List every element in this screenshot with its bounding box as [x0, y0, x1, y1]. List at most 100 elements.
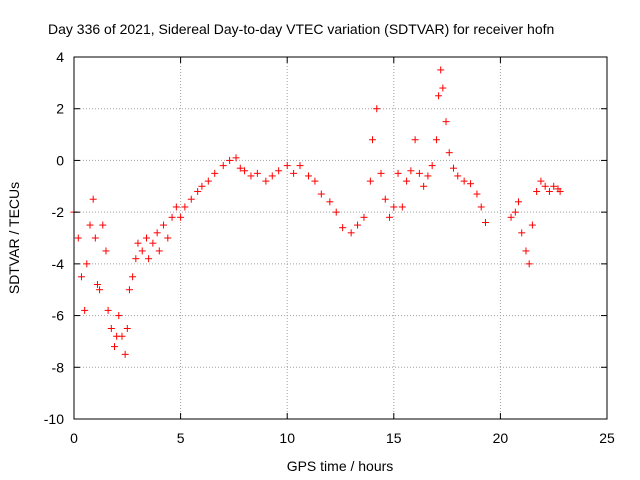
data-point — [138, 247, 146, 255]
y-tick-label: 0 — [56, 152, 64, 168]
data-point — [155, 247, 163, 255]
data-point — [247, 172, 255, 180]
x-tick-label: 15 — [386, 430, 402, 446]
data-point — [86, 221, 94, 229]
data-point — [477, 203, 485, 211]
x-tick-label: 10 — [279, 430, 295, 446]
data-point — [377, 169, 385, 177]
data-point — [153, 229, 161, 237]
data-point — [411, 136, 419, 144]
data-point — [386, 213, 394, 221]
data-point — [219, 162, 227, 170]
data-point — [81, 306, 89, 314]
data-point — [111, 343, 119, 351]
data-point — [449, 164, 457, 172]
data-point — [226, 156, 234, 164]
axis-ticks: 0 5 10 15 20 25 -10 -8 -6 -4 -2 0 2 4 — [44, 49, 615, 446]
data-point — [172, 203, 180, 211]
data-points — [70, 66, 564, 358]
y-tick-label: 2 — [56, 101, 64, 117]
data-point — [102, 247, 110, 255]
data-point — [511, 208, 519, 216]
data-point — [91, 234, 99, 242]
y-axis-label: SDTVAR / TECUs — [6, 182, 22, 294]
data-point — [522, 247, 530, 255]
data-point — [394, 169, 402, 177]
data-point — [232, 154, 240, 162]
data-point — [187, 195, 195, 203]
data-point — [515, 198, 523, 206]
data-point — [467, 180, 475, 188]
data-point — [533, 187, 541, 195]
plot-frame — [73, 56, 608, 420]
data-point — [149, 239, 157, 247]
data-point — [142, 234, 150, 242]
data-point — [262, 177, 270, 185]
data-point — [373, 105, 381, 113]
data-point — [381, 195, 389, 203]
data-point — [317, 190, 325, 198]
data-point — [424, 172, 432, 180]
data-point — [545, 187, 553, 195]
data-point — [104, 306, 112, 314]
data-point — [121, 350, 129, 358]
data-point — [89, 195, 97, 203]
data-point — [368, 136, 376, 144]
data-point — [168, 213, 176, 221]
data-point — [428, 162, 436, 170]
y-tick-label: -8 — [52, 359, 65, 375]
data-point — [481, 218, 489, 226]
data-point — [96, 286, 104, 294]
data-point — [181, 203, 189, 211]
data-point — [134, 239, 142, 247]
data-point — [445, 149, 453, 157]
y-tick-label: -2 — [52, 204, 65, 220]
data-point — [241, 167, 249, 175]
data-point — [507, 213, 515, 221]
data-point — [525, 260, 533, 268]
data-point — [460, 177, 468, 185]
data-point — [290, 169, 298, 177]
data-point — [275, 167, 283, 175]
data-point — [198, 182, 206, 190]
data-point — [236, 164, 244, 172]
data-point — [311, 177, 319, 185]
data-point — [164, 234, 172, 242]
data-point — [528, 221, 536, 229]
data-point — [125, 286, 133, 294]
data-point — [93, 281, 101, 289]
data-point — [537, 177, 545, 185]
x-tick-label: 5 — [177, 430, 185, 446]
data-point — [305, 172, 313, 180]
data-point — [145, 255, 153, 263]
chart-title: Day 336 of 2021, Sidereal Day-to-day VTE… — [48, 21, 554, 37]
data-point — [83, 260, 91, 268]
data-point — [518, 229, 526, 237]
data-point — [403, 177, 411, 185]
data-point — [454, 172, 462, 180]
data-point — [160, 221, 168, 229]
data-point — [432, 136, 440, 144]
data-point — [268, 172, 276, 180]
data-point — [332, 208, 340, 216]
data-point — [360, 213, 368, 221]
data-point — [354, 221, 362, 229]
data-point — [99, 221, 107, 229]
data-point — [211, 169, 219, 177]
y-tick-label: -6 — [52, 308, 65, 324]
y-tick-label: -10 — [44, 411, 64, 427]
data-point — [204, 177, 212, 185]
data-point — [115, 312, 123, 320]
data-point — [550, 182, 558, 190]
x-tick-label: 25 — [599, 430, 615, 446]
x-tick-label: 20 — [493, 430, 509, 446]
data-point — [390, 203, 398, 211]
data-point — [326, 198, 334, 206]
data-point — [415, 169, 423, 177]
data-point — [77, 273, 85, 281]
data-point — [339, 224, 347, 232]
y-tick-label: 4 — [56, 49, 64, 65]
data-point — [398, 203, 406, 211]
